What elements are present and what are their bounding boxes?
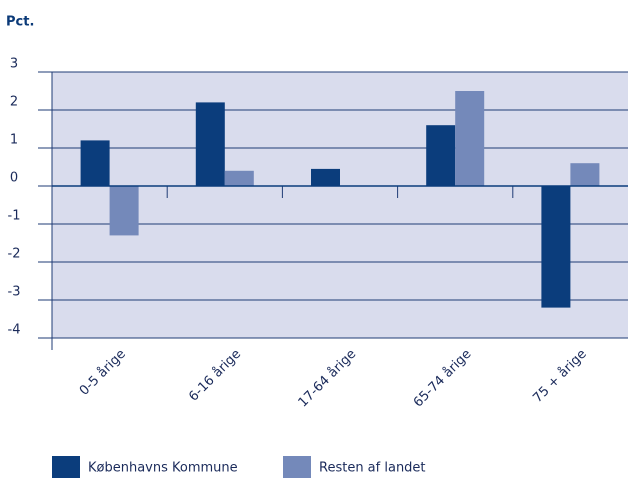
x-tick-label: 17-64 årige [296, 347, 360, 411]
bar [455, 91, 485, 186]
y-tick-label: -4 [8, 323, 21, 338]
bar [570, 163, 600, 186]
x-tick-label: 65-74 årige [411, 347, 475, 411]
bar [224, 170, 254, 186]
bar [426, 125, 456, 186]
bar [195, 102, 225, 186]
y-tick-label: 3 [10, 57, 18, 72]
legend-label: Københavns Kommune [88, 461, 238, 476]
legend-label: Resten af landet [319, 461, 426, 476]
bar [109, 186, 139, 236]
y-tick-label: 0 [10, 171, 18, 186]
x-tick-label: 75 + årige [530, 347, 589, 406]
y-axis-label: Pct. [6, 15, 34, 30]
legend-swatch [283, 456, 311, 478]
y-tick-label: 2 [10, 95, 18, 110]
y-tick-label: -2 [8, 247, 21, 262]
bar [80, 140, 110, 186]
legend-swatch [52, 456, 80, 478]
x-tick-label: 6-16 årige [186, 347, 244, 405]
y-tick-label: -3 [8, 285, 21, 300]
plot-background [52, 72, 628, 338]
y-tick-label: 1 [10, 133, 18, 148]
bar [311, 168, 340, 186]
x-tick-label: 0-5 årige [77, 347, 129, 399]
bar [541, 186, 571, 308]
y-tick-label: -1 [8, 209, 21, 224]
